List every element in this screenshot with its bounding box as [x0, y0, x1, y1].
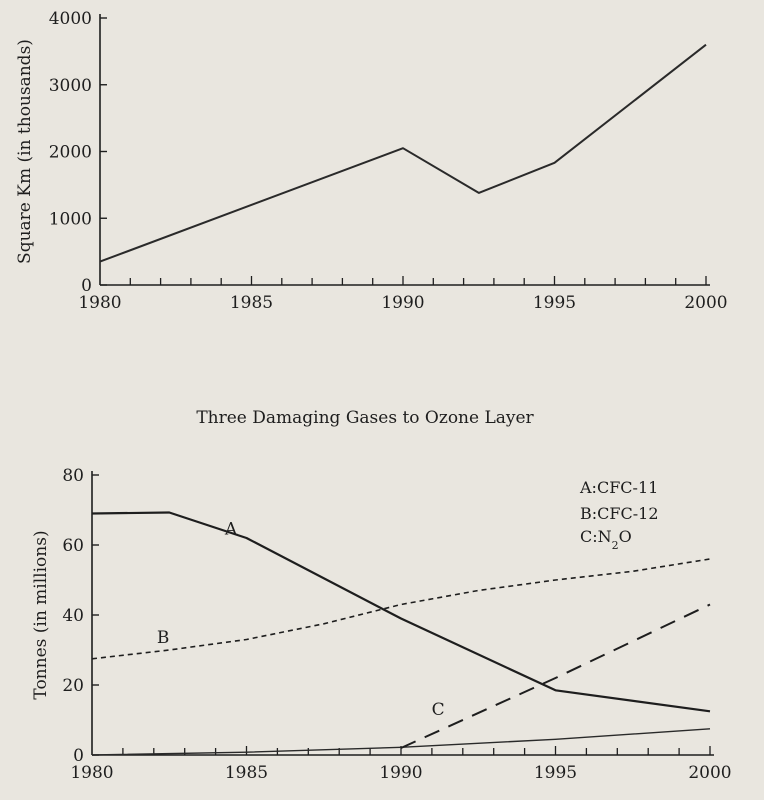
- legend-entry-a: A:CFC-11: [579, 478, 658, 497]
- area-chart: 0 1000 2000 3000 4000 1980 1985 1990 1995 2000 Squ…: [15, 9, 728, 313]
- series-line-b: [91, 558, 711, 660]
- gases-y-tick-label: 40: [62, 606, 84, 626]
- gases-y-tick-label: 60: [62, 536, 84, 556]
- area-y-axis-title: Square Km (in thousands): [15, 39, 35, 264]
- gases-x-tick-label: 1995: [534, 763, 577, 783]
- area-x-tick-label: 1985: [230, 293, 273, 313]
- legend-tail: O: [619, 527, 632, 546]
- legend-text: N: [598, 527, 612, 546]
- gases-y-axis-title: Tonnes (in millions): [31, 530, 51, 699]
- legend-key: C:: [580, 527, 598, 546]
- gases-x-tick-label: 1980: [70, 763, 113, 783]
- legend-key: A:: [579, 478, 597, 497]
- legend-text: CFC-12: [597, 504, 658, 523]
- legend-key: B:: [580, 504, 597, 523]
- series-line-a: [91, 511, 711, 713]
- series-line-c: [400, 603, 711, 749]
- legend-entry-b: B:CFC-12: [580, 504, 659, 523]
- gases-x-tick-label: 1985: [225, 763, 268, 783]
- area-x-tick-label: 1995: [533, 293, 576, 313]
- gases-x-tick-label: 1990: [379, 763, 422, 783]
- area-x-tick-label: 1980: [78, 293, 121, 313]
- gases-y-tick-label: 20: [62, 676, 84, 696]
- legend-subscript: 2: [612, 539, 619, 552]
- legend-entry-c: C:N2O: [580, 527, 632, 552]
- area-series-line: [99, 43, 707, 263]
- legend-text: CFC-11: [597, 478, 658, 497]
- gases-x-tick-label: 2000: [688, 763, 731, 783]
- area-x-tick-label: 1990: [381, 293, 424, 313]
- area-x-tick-label: 2000: [684, 293, 727, 313]
- area-y-tick-label: 1000: [49, 209, 92, 229]
- series-label-b: B: [157, 628, 170, 648]
- area-y-tick-label: 4000: [49, 9, 92, 29]
- area-y-tick-label: 3000: [49, 76, 92, 96]
- area-y-tick-label: 0: [81, 276, 92, 296]
- gases-y-tick-label: 0: [73, 746, 84, 766]
- section-title: Three Damaging Gases to Ozone Layer: [196, 408, 534, 428]
- series-label-c: C: [432, 700, 445, 720]
- series-label-a: A: [224, 520, 238, 540]
- area-y-tick-label: 2000: [49, 143, 92, 163]
- gases-y-tick-label: 80: [62, 466, 84, 486]
